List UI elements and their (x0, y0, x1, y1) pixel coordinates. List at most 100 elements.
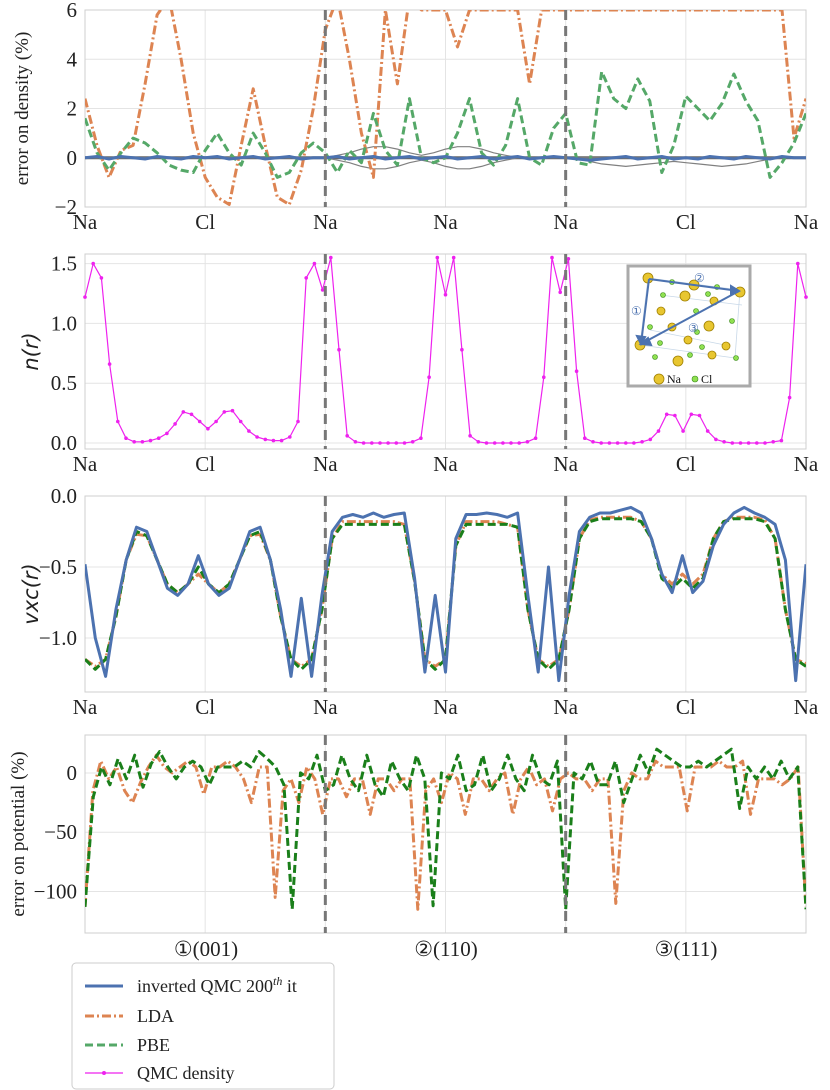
density-point (533, 436, 538, 441)
x-tick-label: Na (313, 210, 338, 234)
density-point (353, 440, 358, 444)
density-point (427, 375, 431, 380)
x-tick-label: Na (433, 452, 458, 476)
plot-frame (84, 253, 807, 450)
qmc-inverted-line (85, 505, 806, 683)
y-tick-label: 2 (67, 97, 78, 121)
lda-line (85, 753, 806, 911)
density-point (689, 412, 694, 417)
density-point (648, 437, 653, 442)
density-point (132, 440, 136, 444)
density-point (558, 290, 562, 295)
density-point (525, 440, 530, 444)
density-point (632, 441, 636, 445)
x-tick-label: Na (794, 452, 819, 476)
x-tick-label: Na (73, 452, 98, 476)
x-tick-label: Na (553, 695, 578, 719)
density-point (107, 362, 112, 366)
x-tick-label: Na (433, 210, 458, 234)
y-axis-label: vxc(r) (19, 563, 43, 624)
density-point (410, 440, 415, 444)
density-point (271, 438, 276, 443)
density-point (361, 441, 366, 445)
y-tick-label: 1.0 (51, 311, 77, 335)
density-point (320, 288, 325, 292)
density-point (730, 441, 735, 445)
x-tick-label: Na (73, 210, 98, 234)
legend-pbe-label: PBE (137, 1035, 170, 1055)
density-point (583, 436, 587, 441)
density-point (230, 408, 235, 413)
y-axis-label: error on density (%) (12, 32, 33, 186)
y-tick-label: 0 (67, 146, 78, 170)
x-tick-label: Na (313, 452, 338, 476)
density-point (550, 255, 554, 260)
x-tick-label: Cl (195, 695, 215, 719)
density-point (345, 434, 350, 438)
crystal-structure-inset: ① ② ③ Na Cl (626, 264, 752, 388)
density-point (492, 441, 497, 445)
x-tick-label: Na (433, 695, 458, 719)
density-point (501, 441, 505, 445)
density-point (83, 295, 87, 299)
y-tick-label: −100 (34, 880, 77, 904)
legend-lda-label: LDA (137, 1006, 174, 1026)
density-point (705, 429, 710, 433)
density-point (124, 436, 128, 441)
density-point (189, 412, 194, 417)
qmc-inverted-line (85, 155, 806, 162)
x-tick-label: Na (553, 210, 578, 234)
density-point (566, 257, 571, 261)
legend-density-marker (102, 1071, 106, 1075)
density-point (296, 419, 300, 424)
density-point (386, 441, 390, 445)
density-point (206, 426, 210, 431)
density-point (288, 435, 292, 439)
density-point (697, 413, 702, 418)
density-point (804, 295, 808, 299)
density-point (116, 419, 120, 424)
y-tick-label: 4 (67, 47, 78, 71)
density-point (435, 255, 440, 260)
density-point (148, 438, 153, 443)
x-tick-label: Cl (676, 210, 696, 234)
density-point (99, 276, 104, 280)
density-point (279, 438, 284, 443)
density-point (738, 441, 743, 445)
y-tick-label: 0 (67, 761, 78, 785)
density-point (394, 441, 399, 445)
density-point (755, 441, 759, 445)
density-point (255, 435, 259, 439)
y-tick-label: 0.0 (51, 484, 77, 508)
inset-legend-na: Na (667, 372, 682, 386)
density-point (181, 410, 186, 414)
density-point (460, 347, 464, 352)
legend: inverted QMC 200th it LDA PBE QMC densit… (71, 962, 335, 1090)
density-point (664, 412, 669, 417)
density-point (156, 436, 161, 441)
plot-frame (84, 9, 807, 208)
density-point (763, 441, 767, 445)
density-point (370, 441, 374, 445)
density-point (337, 347, 341, 352)
x-tick-label: Cl (676, 695, 696, 719)
density-point (484, 441, 489, 445)
density-point (173, 422, 177, 426)
y-tick-label: 6 (67, 0, 78, 22)
y-axis-label: error on potential (%) (8, 751, 29, 916)
x-tick-label: Cl (195, 210, 215, 234)
x-tick-label: Na (73, 695, 98, 719)
y-tick-label: 0.0 (51, 431, 77, 455)
density-point (722, 440, 726, 444)
density-point (476, 440, 481, 444)
density-point (304, 276, 309, 280)
density-point (714, 437, 718, 442)
plot-frame (84, 734, 807, 934)
y-tick-label: 1.5 (51, 252, 77, 276)
x-tick-label: Na (794, 210, 819, 234)
density-point (607, 441, 612, 445)
density-point (779, 438, 784, 443)
direction-label-111: ③(111) (655, 937, 718, 961)
x-tick-label: Na (313, 695, 338, 719)
y-tick-label: −50 (44, 820, 77, 844)
